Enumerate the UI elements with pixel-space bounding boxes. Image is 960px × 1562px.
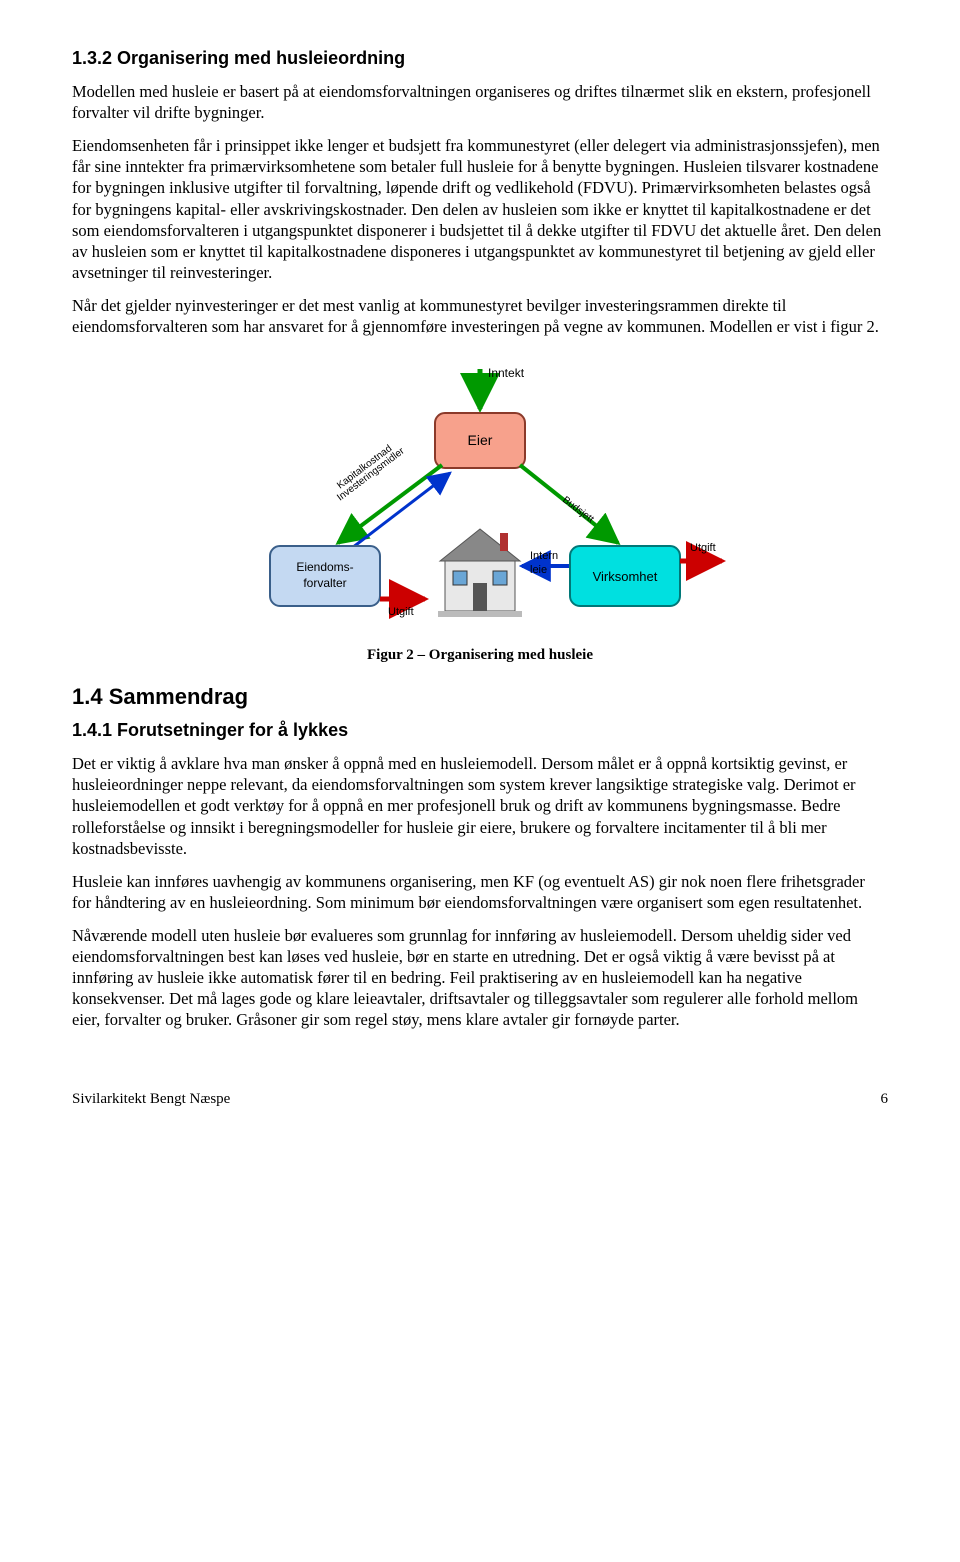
house-icon <box>438 529 522 617</box>
para-132-3: Når det gjelder nyinvesteringer er det m… <box>72 295 888 337</box>
figure-2: Inntekt Eier Kapitalkostnad Investerings… <box>72 361 888 670</box>
label-inntekt: Inntekt <box>488 366 525 380</box>
heading-1-4: 1.4 Sammendrag <box>72 684 888 710</box>
footer-author: Sivilarkitekt Bengt Næspe <box>72 1091 230 1108</box>
label-eiendoms: Eiendoms- <box>296 560 353 574</box>
label-budsjett: Budsjett <box>560 495 596 526</box>
label-utgift-left: Utgift <box>388 606 414 618</box>
label-intern: Intern <box>530 550 558 562</box>
heading-1-4-1: 1.4.1 Forutsetninger for å lykkes <box>72 720 888 741</box>
para-141-1: Det er viktig å avklare hva man ønsker å… <box>72 753 888 859</box>
label-leie: leie <box>530 564 547 576</box>
label-utgift-right: Utgift <box>690 542 716 554</box>
heading-1-3-2: 1.3.2 Organisering med husleieordning <box>72 48 888 69</box>
para-141-3: Nåværende modell uten husleie bør evalue… <box>72 925 888 1031</box>
figure-2-diagram: Inntekt Eier Kapitalkostnad Investerings… <box>230 361 730 641</box>
footer-page-number: 6 <box>881 1091 889 1108</box>
label-virksomhet: Virksomhet <box>593 569 658 584</box>
page-footer: Sivilarkitekt Bengt Næspe 6 <box>72 1091 888 1108</box>
label-eier: Eier <box>468 432 493 448</box>
figure-2-caption: Figur 2 – Organisering med husleie <box>367 647 593 664</box>
para-132-2: Eiendomsenheten får i prinsippet ikke le… <box>72 135 888 283</box>
document-page: 1.3.2 Organisering med husleieordning Mo… <box>0 0 960 1148</box>
label-forvalter: forvalter <box>303 576 346 590</box>
para-132-1: Modellen med husleie er basert på at eie… <box>72 81 888 123</box>
para-141-2: Husleie kan innføres uavhengig av kommun… <box>72 871 888 913</box>
